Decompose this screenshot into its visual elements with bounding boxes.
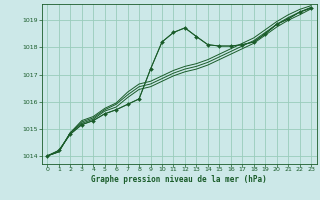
X-axis label: Graphe pression niveau de la mer (hPa): Graphe pression niveau de la mer (hPa) <box>91 175 267 184</box>
